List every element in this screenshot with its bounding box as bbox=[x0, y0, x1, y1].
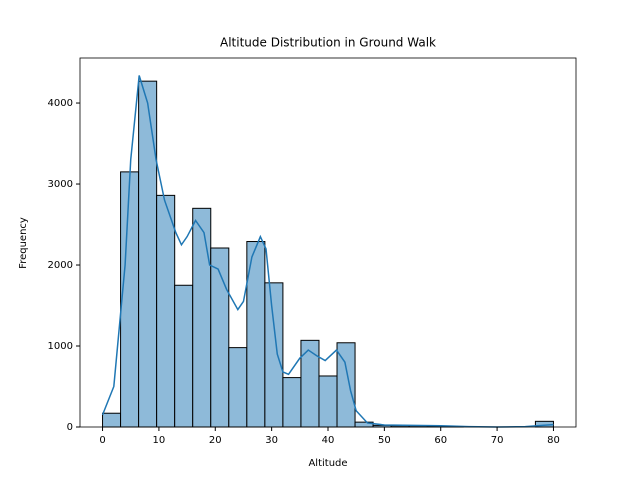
bar bbox=[102, 412, 122, 428]
bar bbox=[174, 284, 194, 428]
y-tick-label: 4000 bbox=[48, 98, 73, 109]
y-tick-label: 2000 bbox=[48, 260, 73, 271]
x-tick-label: 50 bbox=[378, 435, 391, 446]
y-axis-label: Frequency bbox=[18, 217, 29, 269]
bar bbox=[138, 80, 158, 428]
bar bbox=[120, 171, 140, 428]
y-tick-label: 0 bbox=[67, 422, 73, 433]
x-tick-label: 0 bbox=[99, 435, 105, 446]
x-tick-label: 40 bbox=[322, 435, 335, 446]
bar bbox=[192, 207, 212, 428]
x-tick-label: 30 bbox=[265, 435, 278, 446]
kde-line bbox=[101, 75, 554, 428]
bar bbox=[282, 377, 302, 428]
bar bbox=[156, 194, 176, 428]
bar bbox=[318, 375, 338, 428]
x-tick-label: 80 bbox=[547, 435, 560, 446]
y-tick-label: 1000 bbox=[48, 341, 73, 352]
chart-title: Altitude Distribution in Ground Walk bbox=[220, 36, 436, 50]
x-tick-label: 60 bbox=[434, 435, 447, 446]
x-tick-label: 20 bbox=[209, 435, 222, 446]
x-tick-label: 10 bbox=[153, 435, 166, 446]
bar bbox=[228, 347, 248, 428]
x-axis-label: Altitude bbox=[308, 458, 347, 469]
bar bbox=[300, 339, 320, 428]
x-tick-label: 70 bbox=[491, 435, 504, 446]
y-tick-label: 3000 bbox=[48, 179, 73, 190]
bar bbox=[264, 282, 284, 428]
